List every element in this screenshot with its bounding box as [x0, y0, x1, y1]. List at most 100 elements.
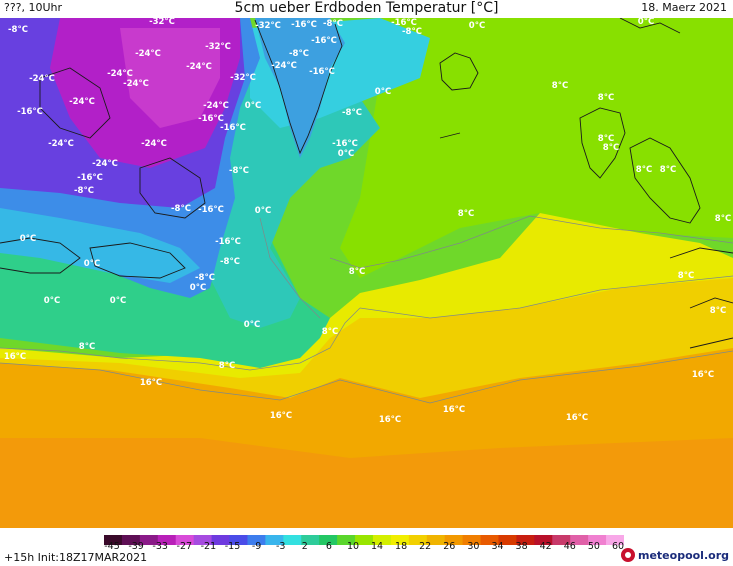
colorbar-tick-label: -27: [176, 541, 193, 552]
model-run-info: +15h Init:18Z17MAR2021: [4, 551, 148, 564]
colorbar-segment: [283, 535, 302, 545]
colorbar-segment: [390, 535, 410, 545]
colorbar-tick-label: -39: [128, 541, 144, 552]
colorbar-segment: [355, 535, 374, 545]
temperature-label: -8°C: [171, 204, 191, 214]
forecast-date-label: 18. Maerz 2021: [641, 1, 727, 14]
meteopool-logo-text: meteopool.org: [638, 548, 729, 562]
temperature-label: -8°C: [74, 186, 94, 196]
temperature-label: 0°C: [245, 101, 261, 111]
temperature-label: -8°C: [195, 273, 215, 283]
temperature-label: -16°C: [309, 67, 335, 77]
temperature-label: -24°C: [186, 62, 212, 72]
colorbar-tick-label: 22: [419, 541, 432, 552]
temperature-label: 8°C: [660, 165, 676, 175]
colorbar-segment: [372, 535, 392, 545]
coastlines: [0, 18, 733, 349]
temperature-label: -24°C: [141, 139, 167, 149]
colorbar-segment: [462, 535, 482, 545]
colorbar-tick-label: 30: [467, 541, 480, 552]
colorbar-tick-label: 46: [563, 541, 576, 552]
temperature-label: 8°C: [715, 214, 731, 224]
colorbar-segment: [444, 535, 464, 545]
colorbar-tick-label: -9: [251, 541, 262, 552]
colorbar-tick-label: 18: [395, 541, 408, 552]
temperature-label: -24°C: [123, 79, 149, 89]
temperature-label: -24°C: [48, 139, 74, 149]
temperature-label: -8°C: [342, 108, 362, 118]
temperature-label: -16°C: [311, 36, 337, 46]
colorbar-segment: [480, 535, 499, 545]
temperature-label: -16°C: [291, 20, 317, 30]
temperature-label: 8°C: [710, 306, 726, 316]
colorbar-tick-label: 2: [301, 541, 308, 552]
colorbar-tick-label: 14: [370, 541, 384, 552]
field-lime: [340, 18, 733, 278]
temperature-label: -8°C: [229, 166, 249, 176]
colorbar: [104, 530, 625, 549]
colorbar-segment: [408, 535, 428, 545]
colorbar-tick-label: 38: [515, 541, 528, 552]
colorbar-tick-label: 42: [539, 541, 552, 552]
colorbar-segment: [193, 535, 213, 545]
temperature-label: -24°C: [107, 69, 133, 79]
temperature-label: -16°C: [391, 18, 417, 28]
colorbar-tick-label: 34: [491, 541, 504, 552]
colorbar-segment: [319, 535, 338, 545]
footer-bar: -45 -39 -33 -27 -21 -15 -9 -3 2 6 10 14 18 22 26 30 34 38…: [0, 528, 733, 566]
temperature-label: 8°C: [636, 165, 652, 175]
temperature-label: 8°C: [598, 134, 614, 144]
colorbar-segment: [534, 535, 553, 545]
temperature-label: 8°C: [598, 93, 614, 103]
colorbar-tick-label: -45: [104, 541, 120, 552]
colorbar-tick-label: -33: [152, 541, 168, 552]
temperature-label: 8°C: [349, 267, 365, 277]
colorbar-tick-label: 10: [346, 541, 360, 552]
temperature-label: -8°C: [220, 257, 240, 267]
colorbar-tick-label: 60: [611, 541, 625, 552]
temperature-label: 16°C: [443, 405, 465, 415]
colorbar-tick-label: 26: [443, 541, 456, 552]
temperature-label: 8°C: [678, 271, 694, 281]
colorbar-tick-label: -15: [224, 541, 241, 552]
colorbar-segment: [516, 535, 535, 545]
temperature-label: -16°C: [220, 123, 246, 133]
temperature-label: 8°C: [79, 342, 95, 352]
temperature-label: -8°C: [289, 49, 309, 59]
temperature-label: 16°C: [140, 378, 162, 388]
forecast-time-label: ???, 10Uhr: [4, 1, 63, 14]
temperature-map-canvas: -8°C-32°C -32°C -16°C -8°C -16°C-8°C0°C 0°C-1…: [0, 18, 733, 528]
temperature-label: 8°C: [603, 143, 619, 153]
meteopool-logo[interactable]: meteopool.org: [621, 547, 729, 563]
temperature-label: -16°C: [77, 173, 103, 183]
temperature-label: -16°C: [198, 114, 224, 124]
temperature-label: -32°C: [230, 73, 256, 83]
temperature-label: 0°C: [20, 234, 36, 244]
temperature-label: -8°C: [8, 25, 28, 35]
temperature-label: -16°C: [215, 237, 241, 247]
colorbar-segment: [247, 535, 266, 545]
colorbar-segment: [211, 535, 231, 545]
colorbar-segment: [552, 535, 571, 545]
temperature-label: 16°C: [566, 413, 588, 423]
colorbar-segment: [588, 535, 607, 545]
temperature-label: -24°C: [271, 61, 297, 71]
temperature-label: -32°C: [149, 18, 175, 27]
temperature-label: 0°C: [375, 87, 391, 97]
isotherms: [0, 215, 733, 404]
colorbar-tick-label: 6: [325, 541, 332, 552]
colorbar-segment: [175, 535, 195, 545]
temperature-labels: -8°C-32°C -32°C -16°C -8°C -16°C-8°C0°C 0°C-1…: [4, 18, 731, 425]
colorbar-segment: [121, 535, 141, 545]
field-magenta-core: [120, 28, 220, 128]
colorbar-segment: [229, 535, 248, 545]
temperature-label: 16°C: [270, 411, 292, 421]
colorbar-segment: [498, 535, 517, 545]
temperature-label: 0°C: [469, 21, 485, 31]
temperature-label: -16°C: [198, 205, 224, 215]
temperature-label: 16°C: [379, 415, 401, 425]
temperature-label: 16°C: [4, 352, 26, 362]
temperature-label: 0°C: [338, 149, 354, 159]
colorbar-segment: [139, 535, 159, 545]
colorbar-segment: [570, 535, 589, 545]
